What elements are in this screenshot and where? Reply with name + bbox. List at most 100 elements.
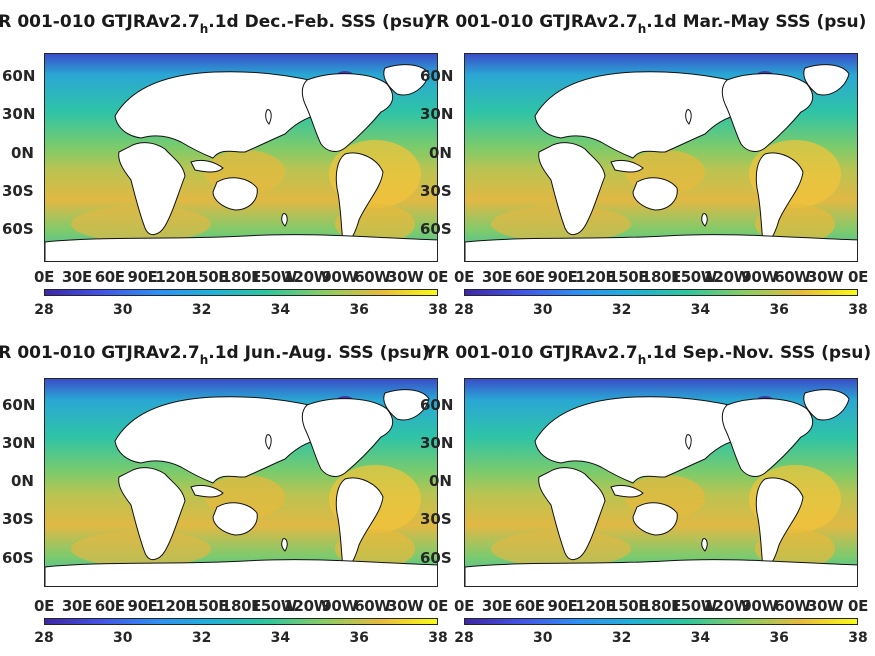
lon-tick: 30E bbox=[61, 268, 92, 286]
sss-map bbox=[44, 378, 438, 587]
lat-tick: 60S bbox=[420, 549, 452, 567]
australia-landmass bbox=[212, 502, 258, 536]
lon-tick: 150W bbox=[250, 268, 298, 286]
eurasia-landmass bbox=[114, 71, 351, 159]
lat-tick: 60S bbox=[2, 549, 34, 567]
lon-tick: 90W bbox=[741, 268, 778, 286]
japan-landmass bbox=[265, 109, 272, 125]
sss-map bbox=[44, 53, 438, 262]
lon-tick: 150E bbox=[188, 268, 229, 286]
japan-landmass bbox=[685, 109, 692, 125]
panel-title: YR 001-010 GTJRAv2.7h.1d Dec.-Feb. SSS (… bbox=[0, 12, 432, 36]
lon-tick: 60E bbox=[514, 597, 545, 615]
lon-tick: 0E bbox=[848, 597, 868, 615]
colorbar-tick: 38 bbox=[428, 302, 448, 318]
lon-tick: 30W bbox=[387, 597, 424, 615]
lon-tick: 180E bbox=[221, 597, 261, 615]
colorbar-tick: 28 bbox=[454, 302, 474, 318]
lon-tick: 90E bbox=[547, 597, 578, 615]
africa-landmass bbox=[118, 467, 186, 560]
panel-title: YR 001-010 GTJRAv2.7h.1d Sep.-Nov. SSS (… bbox=[424, 343, 872, 367]
greenland-landmass bbox=[383, 64, 430, 96]
panel-title: YR 001-010 GTJRAv2.7h.1d Jun.-Aug. SSS (… bbox=[0, 343, 430, 367]
lon-tick: 150W bbox=[250, 597, 298, 615]
lat-tick: 30S bbox=[420, 510, 452, 528]
salinity-patch bbox=[71, 206, 211, 242]
lat-tick: 30N bbox=[420, 434, 454, 452]
lat-tick: 0N bbox=[429, 472, 452, 490]
new-zealand-landmass bbox=[701, 213, 708, 227]
colorbar bbox=[44, 618, 438, 625]
lat-tick: 60N bbox=[2, 396, 36, 414]
lon-tick: 150E bbox=[608, 268, 649, 286]
maritime-landmass bbox=[190, 159, 224, 173]
lat-tick: 60N bbox=[420, 396, 454, 414]
lon-tick: 120E bbox=[575, 597, 616, 615]
lon-tick: 30E bbox=[481, 268, 512, 286]
lon-tick: 60E bbox=[94, 268, 125, 286]
north-america-landmass bbox=[301, 73, 394, 152]
australia-landmass bbox=[632, 177, 678, 211]
colorbar-tick: 32 bbox=[611, 302, 632, 318]
lon-tick: 60W bbox=[774, 268, 811, 286]
lat-tick: 30S bbox=[420, 182, 452, 200]
colorbar-tick: 34 bbox=[690, 302, 711, 318]
lon-tick: 0E bbox=[428, 597, 448, 615]
north-america-landmass bbox=[721, 398, 814, 477]
new-zealand-landmass bbox=[701, 538, 708, 552]
lon-tick: 30E bbox=[481, 597, 512, 615]
antarctica-landmass bbox=[45, 559, 437, 586]
colorbar-tick: 30 bbox=[113, 630, 133, 646]
lon-tick: 180E bbox=[641, 268, 681, 286]
colorbar-tick: 38 bbox=[428, 630, 448, 646]
africa-landmass bbox=[118, 142, 186, 235]
greenland-landmass bbox=[383, 389, 430, 421]
lon-tick: 150E bbox=[608, 597, 649, 615]
antarctica-landmass bbox=[465, 234, 857, 261]
lat-tick: 0N bbox=[11, 144, 34, 162]
greenland-landmass bbox=[803, 64, 850, 96]
colorbar bbox=[44, 289, 438, 296]
colorbar-tick: 36 bbox=[769, 302, 789, 318]
colorbar-tick: 28 bbox=[34, 630, 54, 646]
australia-landmass bbox=[632, 502, 678, 536]
salinity-patch bbox=[491, 531, 631, 567]
lat-tick: 0N bbox=[11, 472, 34, 490]
lon-tick: 60E bbox=[514, 268, 545, 286]
lat-tick: 30S bbox=[2, 510, 34, 528]
sss-map bbox=[464, 53, 858, 262]
eurasia-landmass bbox=[534, 396, 771, 484]
new-zealand-landmass bbox=[281, 538, 288, 552]
colorbar-tick: 28 bbox=[454, 630, 474, 646]
lat-tick: 30N bbox=[420, 105, 454, 123]
lon-tick: 150W bbox=[670, 268, 718, 286]
colorbar-tick: 30 bbox=[533, 302, 553, 318]
panel-title: YR 001-010 GTJRAv2.7h.1d Mar.-May SSS (p… bbox=[424, 12, 867, 36]
lat-tick: 60N bbox=[420, 67, 454, 85]
colorbar-tick: 30 bbox=[113, 302, 133, 318]
colorbar-tick: 32 bbox=[611, 630, 632, 646]
colorbar-tick: 36 bbox=[349, 302, 369, 318]
salinity-patch bbox=[491, 206, 631, 242]
lon-tick: 0E bbox=[34, 597, 54, 615]
lon-tick: 120W bbox=[283, 268, 331, 286]
lon-tick: 120E bbox=[155, 268, 196, 286]
lon-tick: 60W bbox=[354, 268, 391, 286]
salinity-patch bbox=[71, 531, 211, 567]
antarctica-landmass bbox=[45, 234, 437, 261]
colorbar-tick: 36 bbox=[349, 630, 369, 646]
lon-tick: 90E bbox=[547, 268, 578, 286]
africa-landmass bbox=[538, 467, 606, 560]
colorbar-tick: 38 bbox=[848, 630, 868, 646]
north-america-landmass bbox=[301, 398, 394, 477]
lat-tick: 0N bbox=[429, 144, 452, 162]
maritime-landmass bbox=[610, 159, 644, 173]
colorbar-tick: 36 bbox=[769, 630, 789, 646]
africa-landmass bbox=[538, 142, 606, 235]
lon-tick: 30W bbox=[807, 597, 844, 615]
maritime-landmass bbox=[610, 484, 644, 498]
lon-tick: 120W bbox=[703, 597, 751, 615]
lon-tick: 120W bbox=[283, 597, 331, 615]
lon-tick: 150W bbox=[670, 597, 718, 615]
lon-tick: 30W bbox=[387, 268, 424, 286]
